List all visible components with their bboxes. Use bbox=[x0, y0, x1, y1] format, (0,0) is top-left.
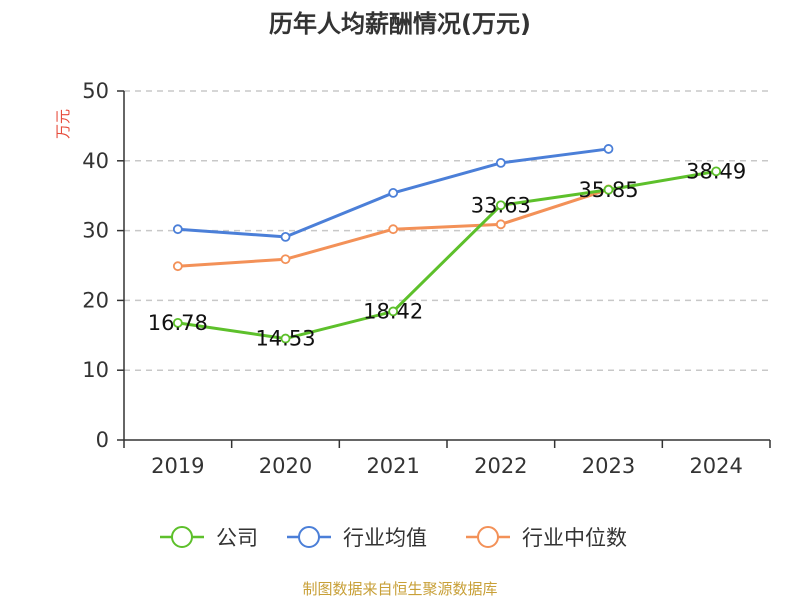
x-tick-label: 2023 bbox=[582, 454, 635, 478]
legend: 公司 行业均值 行业中位数 bbox=[160, 526, 627, 550]
legend-item[interactable]: 公司 bbox=[160, 526, 258, 550]
legend-label: 行业中位数 bbox=[522, 526, 627, 550]
axes: 0 10 20 30 40 50 2019 2020 2021 2022 2023 2024 bbox=[82, 79, 771, 478]
data-label: 18.42 bbox=[363, 299, 423, 323]
data-point[interactable] bbox=[603, 184, 614, 195]
y-tick-label: 30 bbox=[82, 219, 109, 243]
data-label: 16.78 bbox=[148, 311, 208, 335]
data-point[interactable] bbox=[172, 317, 183, 328]
legend-item[interactable]: 行业均值 bbox=[287, 526, 427, 550]
data-label: 14.53 bbox=[255, 327, 315, 351]
data-point[interactable] bbox=[603, 144, 614, 154]
y-tick-label: 50 bbox=[82, 79, 109, 103]
chart-title: 历年人均薪酬情况(万元) bbox=[269, 10, 531, 38]
y-axis-label: 万元 bbox=[54, 109, 72, 139]
data-labels: 16.78 14.53 18.42 33.63 35.85 38.49 bbox=[148, 159, 746, 350]
data-point[interactable] bbox=[172, 261, 183, 272]
legend-marker bbox=[298, 526, 320, 548]
data-point[interactable] bbox=[172, 224, 183, 235]
data-point[interactable] bbox=[280, 254, 291, 265]
legend-item[interactable]: 行业中位数 bbox=[466, 526, 627, 550]
data-label: 35.85 bbox=[578, 178, 638, 202]
y-tick-label: 20 bbox=[82, 288, 109, 312]
y-tick-label: 10 bbox=[82, 358, 109, 382]
data-point[interactable] bbox=[388, 306, 399, 317]
series-lines bbox=[172, 144, 722, 344]
data-point[interactable] bbox=[495, 219, 506, 230]
data-point[interactable] bbox=[280, 333, 291, 344]
data-point[interactable] bbox=[495, 200, 506, 211]
x-tick-label: 2020 bbox=[259, 454, 312, 478]
x-tick-label: 2019 bbox=[151, 454, 204, 478]
data-point[interactable] bbox=[711, 166, 722, 177]
legend-marker bbox=[171, 526, 193, 548]
grid-lines bbox=[124, 90, 770, 371]
source-note: 制图数据来自恒生聚源数据库 bbox=[302, 580, 497, 598]
legend-label: 公司 bbox=[216, 526, 258, 550]
series-line bbox=[176, 169, 718, 341]
data-point[interactable] bbox=[495, 157, 506, 168]
data-label: 38.49 bbox=[686, 159, 746, 183]
data-label: 33.63 bbox=[471, 193, 531, 217]
legend-label: 行业均值 bbox=[343, 526, 427, 550]
x-tick-label: 2024 bbox=[689, 454, 742, 478]
data-point[interactable] bbox=[388, 224, 399, 235]
y-tick-label: 0 bbox=[96, 428, 109, 452]
x-tick-label: 2022 bbox=[474, 454, 527, 478]
y-tick-label: 40 bbox=[82, 149, 109, 173]
legend-marker bbox=[477, 526, 499, 548]
x-tick-label: 2021 bbox=[366, 454, 419, 478]
data-point[interactable] bbox=[388, 188, 399, 198]
data-point[interactable] bbox=[280, 231, 291, 242]
